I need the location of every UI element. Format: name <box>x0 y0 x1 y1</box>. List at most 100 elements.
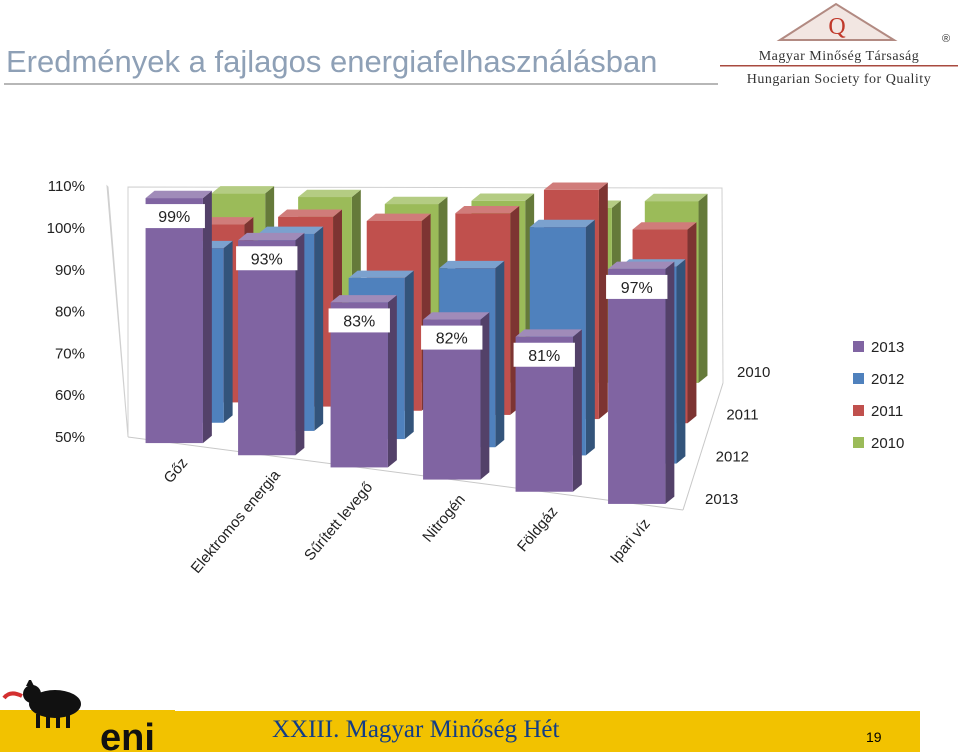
bar-side <box>314 226 324 431</box>
legend-swatch <box>853 437 864 448</box>
footer-band <box>170 711 920 752</box>
y-tick-label: 50% <box>55 429 85 446</box>
bar-top <box>515 329 582 337</box>
bar-2013-1 <box>238 232 305 456</box>
footer-event-title: XXIII. Magyar Minőség Hét <box>272 716 560 743</box>
chart-walls <box>106 184 724 511</box>
bar-side <box>295 232 305 456</box>
bar-top <box>348 270 414 278</box>
y-tick-label: 60% <box>55 387 85 404</box>
bar-face <box>238 240 296 456</box>
y-tick-label: 110% <box>48 178 85 195</box>
category-label: Elektromos energia <box>188 466 285 576</box>
logo-registered-mark: ® <box>942 33 950 45</box>
bar-side <box>404 270 414 440</box>
data-label: 93% <box>251 251 283 268</box>
bar-side <box>223 240 233 423</box>
bar-2013-5 <box>608 261 675 504</box>
bar-top <box>145 190 212 199</box>
bar-top <box>471 193 535 201</box>
legend-label: 2010 <box>871 435 904 452</box>
bar-top <box>455 205 520 214</box>
title-rule <box>4 83 718 85</box>
bar-2013-0 <box>145 190 212 444</box>
chart: 50% 60% 70% 80% 90% 100% 110% 99% 93% 83% 82% 81% 97… <box>47 178 905 577</box>
bar-top <box>330 295 397 303</box>
legend-label: 2013 <box>871 339 904 356</box>
chart-bars <box>145 182 708 504</box>
legend-label: 2011 <box>871 403 903 420</box>
chart-legend: 2013 2012 2011 2010 <box>853 339 904 452</box>
bar-side <box>202 190 212 444</box>
depth-axis-label: 2010 <box>737 364 770 381</box>
bar-top <box>211 186 275 194</box>
bar-side <box>698 193 708 383</box>
bar-top <box>384 196 448 205</box>
bar-side <box>665 261 675 504</box>
mmt-logo: Q ® Magyar Minőség Társaság Hungarian So… <box>720 2 958 87</box>
bar-face <box>608 268 666 504</box>
bar-side <box>676 259 686 464</box>
bar-side <box>387 295 397 468</box>
eni-logo: eni <box>0 680 175 752</box>
bar-top <box>278 209 342 217</box>
bar-top <box>298 189 361 198</box>
floor-front-edge <box>127 436 684 511</box>
data-label-bg <box>421 325 483 350</box>
page-number: 19 <box>866 729 882 745</box>
bar-top <box>644 193 708 202</box>
logo-roof <box>776 2 898 41</box>
category-label: Földgáz <box>514 503 561 555</box>
bar-side <box>598 182 608 420</box>
data-label-bg <box>143 204 205 229</box>
bar-top <box>608 261 675 269</box>
logo-letter: Q <box>828 14 845 40</box>
data-label-bg <box>606 274 668 299</box>
y-tick-label: 80% <box>55 304 85 321</box>
legend-swatch <box>853 341 864 352</box>
bar-side <box>585 219 595 456</box>
side-wall <box>106 184 129 438</box>
depth-axis-label: 2013 <box>705 491 738 508</box>
y-tick-label: 70% <box>55 345 85 362</box>
y-tick-label: 90% <box>55 262 85 279</box>
bar-top <box>439 260 505 269</box>
y-tick-label: 100% <box>47 220 85 237</box>
floor-right-edge <box>682 382 724 511</box>
bar-side <box>572 329 582 492</box>
bar-face <box>145 198 203 444</box>
data-label: 99% <box>158 209 190 226</box>
bar-side <box>687 222 697 424</box>
logo-text-en: Hungarian Society for Quality <box>747 72 931 87</box>
logo-text-hu: Magyar Minőség Társaság <box>759 49 920 64</box>
data-label: 83% <box>343 313 375 330</box>
category-label: Gőz <box>161 455 192 487</box>
slide-title: Eredmények a fajlagos energiafelhasználá… <box>6 44 658 79</box>
data-label-bg <box>236 246 298 271</box>
legend-swatch <box>853 405 864 416</box>
category-label: Nitrogén <box>419 491 468 545</box>
bar-top <box>529 219 595 228</box>
depth-axis-label: 2012 <box>716 449 749 466</box>
six-legged-dog-icon <box>2 680 81 728</box>
legend-swatch <box>853 373 864 384</box>
category-label: Ipari víz <box>607 516 654 567</box>
logo-rule <box>720 65 958 67</box>
depth-axis-label: 2011 <box>726 406 758 423</box>
bar-top <box>423 312 490 320</box>
bar-top <box>258 226 324 234</box>
data-label: 82% <box>436 331 468 348</box>
data-label: 97% <box>621 280 653 297</box>
category-label: Sűrített levegő <box>301 479 376 564</box>
legend-label: 2012 <box>871 371 904 388</box>
data-label-bg <box>328 308 390 333</box>
bar-top <box>366 213 431 221</box>
bar-side <box>495 260 505 448</box>
data-label: 81% <box>528 348 560 365</box>
bar-top <box>632 222 697 230</box>
bar-top <box>543 182 608 190</box>
data-label-bg <box>513 342 575 367</box>
bar-side <box>480 312 490 480</box>
bar-top <box>238 232 305 241</box>
eni-logo-text: eni <box>100 717 155 752</box>
